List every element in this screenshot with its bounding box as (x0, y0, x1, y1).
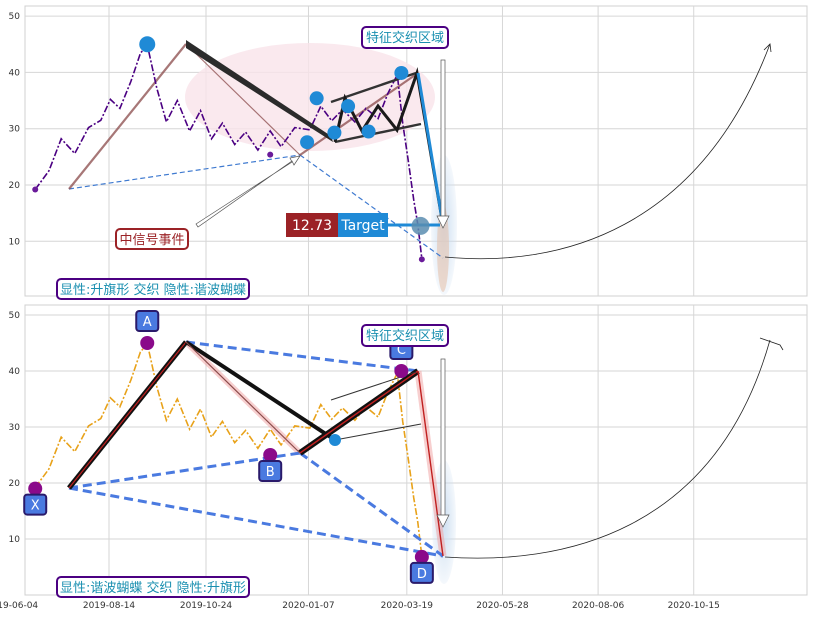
top-pattern-point (300, 135, 315, 150)
bottom-cd-leg (417, 370, 444, 557)
bottom-zone-arrow-shaft (440, 358, 446, 518)
bottom-flag-point (329, 434, 341, 446)
top-zone-arrow-head (436, 215, 450, 229)
pivot-label-C: C (397, 343, 406, 358)
top-summary-box (56, 278, 250, 300)
top-pattern-points (32, 36, 430, 263)
target-value-box (286, 213, 338, 237)
top-projection-curve (444, 43, 771, 260)
bottom-ac-line (185, 340, 419, 373)
top-projection-line (299, 154, 444, 259)
mid-signal-label-box (115, 228, 189, 250)
x-tick-label: 2019-06-04 (0, 601, 38, 611)
bottom-summary-label: 显性:谐波蝴蝶 交织 隐性:升旗形 (60, 580, 246, 596)
pivot-label-box-D (409, 561, 434, 584)
top-panel: 10 20 30 40 50 (9, 5, 808, 300)
bottom-y-axis: 10 20 30 40 50 (9, 311, 21, 545)
y-tick-label: 20 (9, 479, 21, 489)
top-pattern-point (394, 65, 409, 80)
pivot-point-B (263, 448, 278, 462)
pivot-point-C (394, 364, 409, 378)
bottom-plot-frame (24, 304, 808, 596)
y-tick-label: 20 (9, 181, 21, 191)
target-label-box (338, 213, 388, 237)
top-end-point (418, 256, 425, 263)
top-up-trend (68, 43, 187, 190)
top-pattern-point (341, 99, 356, 114)
y-tick-label: 30 (9, 125, 21, 135)
top-signal-arrow (195, 155, 301, 228)
pivot-label-B: B (266, 465, 275, 480)
pivot-label-X: X (31, 499, 40, 514)
bottom-price-line (34, 341, 423, 557)
bottom-bd-line (299, 451, 444, 558)
top-drop-line (416, 72, 445, 226)
top-summary-label: 显性:升旗形 交织 隐性:谐波蝴蝶 (60, 282, 246, 298)
mid-signal-label: 中信号事件 (119, 233, 184, 248)
y-tick-label: 50 (9, 12, 21, 22)
top-pattern-point (411, 216, 430, 235)
bottom-zone-label: 特征交织区域 (366, 328, 444, 344)
target-label: Target (340, 218, 385, 234)
y-tick-label: 40 (9, 367, 21, 377)
bottom-projection-bracket (759, 337, 784, 351)
top-down-trend (185, 43, 301, 156)
top-pivot-point (267, 151, 274, 158)
x-tick-label: 2020-05-28 (476, 601, 529, 611)
y-tick-label: 10 (9, 237, 21, 247)
x-tick-label: 2020-01-07 (282, 601, 334, 611)
pivot-label-box-A (135, 310, 160, 332)
x-tick-label: 2019-08-14 (83, 601, 136, 611)
pivot-label-box-X (23, 493, 48, 516)
top-start-point (32, 186, 39, 193)
x-tick-label: 2020-08-06 (572, 601, 625, 611)
x-tick-label: 2019-10-24 (180, 601, 233, 611)
pivot-label-D: D (417, 567, 427, 582)
top-flag-lower (334, 122, 422, 144)
pivot-label-A: A (143, 315, 152, 330)
y-tick-label: 50 (9, 311, 21, 321)
y-tick-label: 40 (9, 68, 21, 78)
target-value: 12.73 (292, 218, 332, 234)
bottom-panel: 10 20 30 40 50 2019-06-04 2019-08-14 2019-10-2… (0, 304, 808, 611)
pivot-point-X (28, 481, 43, 496)
bottom-zone-arrow-head (436, 514, 450, 528)
bottom-zone-label-box (361, 324, 449, 347)
bottom-xa-leg-core (68, 341, 187, 489)
bottom-ab-leg (184, 340, 337, 442)
bottom-x-axis: 2019-06-04 2019-08-14 2019-10-24 2020-01-07… (0, 601, 720, 611)
bottom-xb-line (68, 451, 301, 490)
bottom-bc-leg-core (299, 370, 419, 454)
top-projection-arrowhead (763, 43, 772, 53)
bottom-pivots: X A B C D (23, 310, 434, 584)
top-recovery-trend (299, 72, 419, 156)
top-zone-arrow-shaft (440, 59, 446, 219)
top-pattern-point (139, 36, 156, 53)
pivot-label-box-B (258, 460, 283, 482)
bottom-projection-curve (444, 339, 771, 559)
y-tick-label: 10 (9, 535, 21, 545)
bottom-summary-box (56, 576, 250, 598)
x-tick-label: 2020-10-15 (668, 601, 720, 611)
top-zone-label: 特征交织区域 (366, 30, 444, 46)
top-price-line (34, 43, 423, 260)
bottom-xd-line (68, 486, 444, 558)
top-support-line (68, 154, 301, 190)
top-flag-zigzag (333, 67, 445, 226)
y-tick-label: 30 (9, 423, 21, 433)
pivot-point-D (414, 549, 429, 564)
top-pattern-point (309, 91, 324, 106)
top-zone-label-box (361, 26, 449, 49)
bottom-flag-lower (334, 423, 422, 441)
pivot-point-A (140, 336, 155, 350)
top-pattern-point (361, 124, 376, 139)
top-y-axis: 10 20 30 40 50 (9, 12, 21, 247)
bottom-ab-thin (185, 341, 301, 454)
x-tick-label: 2020-03-19 (381, 601, 434, 611)
top-flagpole (186, 40, 333, 142)
top-pattern-point (327, 125, 342, 140)
